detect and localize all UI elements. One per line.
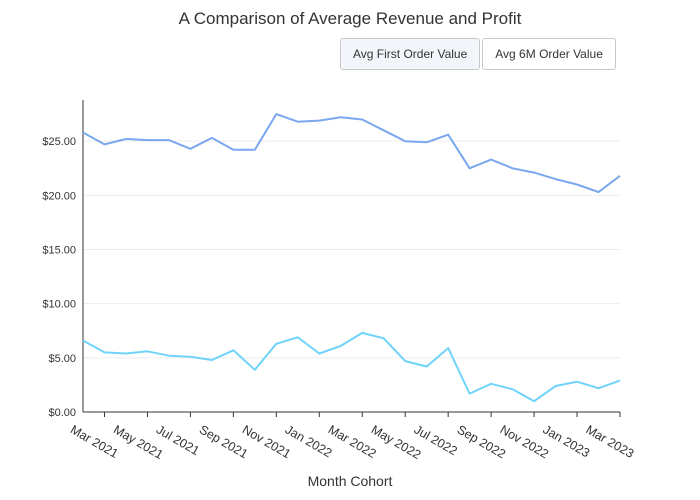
avg-first-order-value-button[interactable]: Avg First Order Value xyxy=(340,38,481,70)
y-tick-label: $0.00 xyxy=(48,407,76,419)
y-tick-label: $25.00 xyxy=(42,136,76,148)
x-tick-label: Sep 2022 xyxy=(455,422,508,461)
x-tick-label: Jan 2022 xyxy=(283,422,335,460)
series-line-2 xyxy=(82,331,621,403)
avg-6m-order-value-button[interactable]: Avg 6M Order Value xyxy=(482,38,616,70)
y-tick-label: $20.00 xyxy=(42,190,76,202)
x-tick-label: Jan 2023 xyxy=(541,422,593,460)
y-tick-label: $5.00 xyxy=(48,353,76,365)
x-tick-label: Nov 2022 xyxy=(498,422,551,461)
series-line-1 xyxy=(82,113,621,194)
x-axis-title: Month Cohort xyxy=(307,473,393,489)
y-tick-label: $10.00 xyxy=(42,299,76,311)
x-tick-label: Sep 2021 xyxy=(197,422,250,461)
x-tick-label: Mar 2022 xyxy=(326,422,379,461)
x-tick-label: Nov 2021 xyxy=(240,422,293,461)
y-tick-label: $15.00 xyxy=(42,245,76,257)
x-tick-label: Mar 2023 xyxy=(584,422,637,461)
chart-title: A Comparison of Average Revenue and Prof… xyxy=(178,9,522,28)
x-tick-label: Mar 2021 xyxy=(68,422,121,461)
metric-toggle: Avg First Order Value Avg 6M Order Value xyxy=(340,38,616,70)
